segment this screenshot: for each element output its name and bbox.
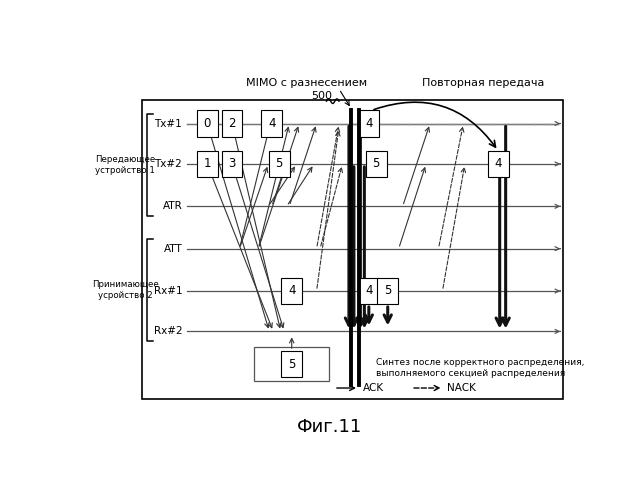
Bar <box>196 110 218 136</box>
Text: 2: 2 <box>229 117 236 130</box>
Text: Rx#1: Rx#1 <box>153 286 182 296</box>
Text: ATR: ATR <box>162 202 182 211</box>
Bar <box>143 100 563 399</box>
Bar <box>261 110 282 136</box>
Bar <box>221 110 243 136</box>
Bar <box>281 278 302 304</box>
Bar <box>269 151 290 177</box>
Text: Повторная передача: Повторная передача <box>422 78 544 88</box>
Text: 5: 5 <box>372 158 380 170</box>
Bar <box>358 110 379 136</box>
Text: NACK: NACK <box>447 383 476 393</box>
Text: 1: 1 <box>204 158 211 170</box>
Text: ACK: ACK <box>363 383 384 393</box>
Text: 4: 4 <box>494 158 502 170</box>
Bar <box>281 351 302 377</box>
FancyArrowPatch shape <box>374 102 496 147</box>
Text: 4: 4 <box>268 117 275 130</box>
Bar <box>196 151 218 177</box>
Text: Tx#2: Tx#2 <box>155 159 182 169</box>
Text: MIMO с разнесением: MIMO с разнесением <box>246 78 367 88</box>
Bar <box>488 151 508 177</box>
Text: ATT: ATT <box>164 244 182 254</box>
Text: 500: 500 <box>311 91 332 101</box>
Bar <box>358 278 379 304</box>
Text: 4: 4 <box>365 117 372 130</box>
Text: 5: 5 <box>384 284 392 298</box>
Text: Фиг.11: Фиг.11 <box>297 418 361 436</box>
Bar <box>366 151 386 177</box>
Text: Rx#2: Rx#2 <box>153 326 182 336</box>
Text: 4: 4 <box>288 284 295 298</box>
Bar <box>377 278 398 304</box>
Text: 3: 3 <box>229 158 236 170</box>
Text: 5: 5 <box>275 158 283 170</box>
Bar <box>254 347 329 382</box>
Text: Принимающее
усройство 2: Принимающее усройство 2 <box>92 280 159 299</box>
Text: Синтез после корректного распределения,
выполняемого секцией распределения: Синтез после корректного распределения, … <box>376 358 585 378</box>
Text: 0: 0 <box>204 117 211 130</box>
Text: Передающее
устройство 1: Передающее устройство 1 <box>95 155 155 174</box>
Bar <box>221 151 243 177</box>
Text: 4: 4 <box>365 284 372 298</box>
Text: Tx#1: Tx#1 <box>155 118 182 128</box>
Text: 5: 5 <box>288 358 295 370</box>
